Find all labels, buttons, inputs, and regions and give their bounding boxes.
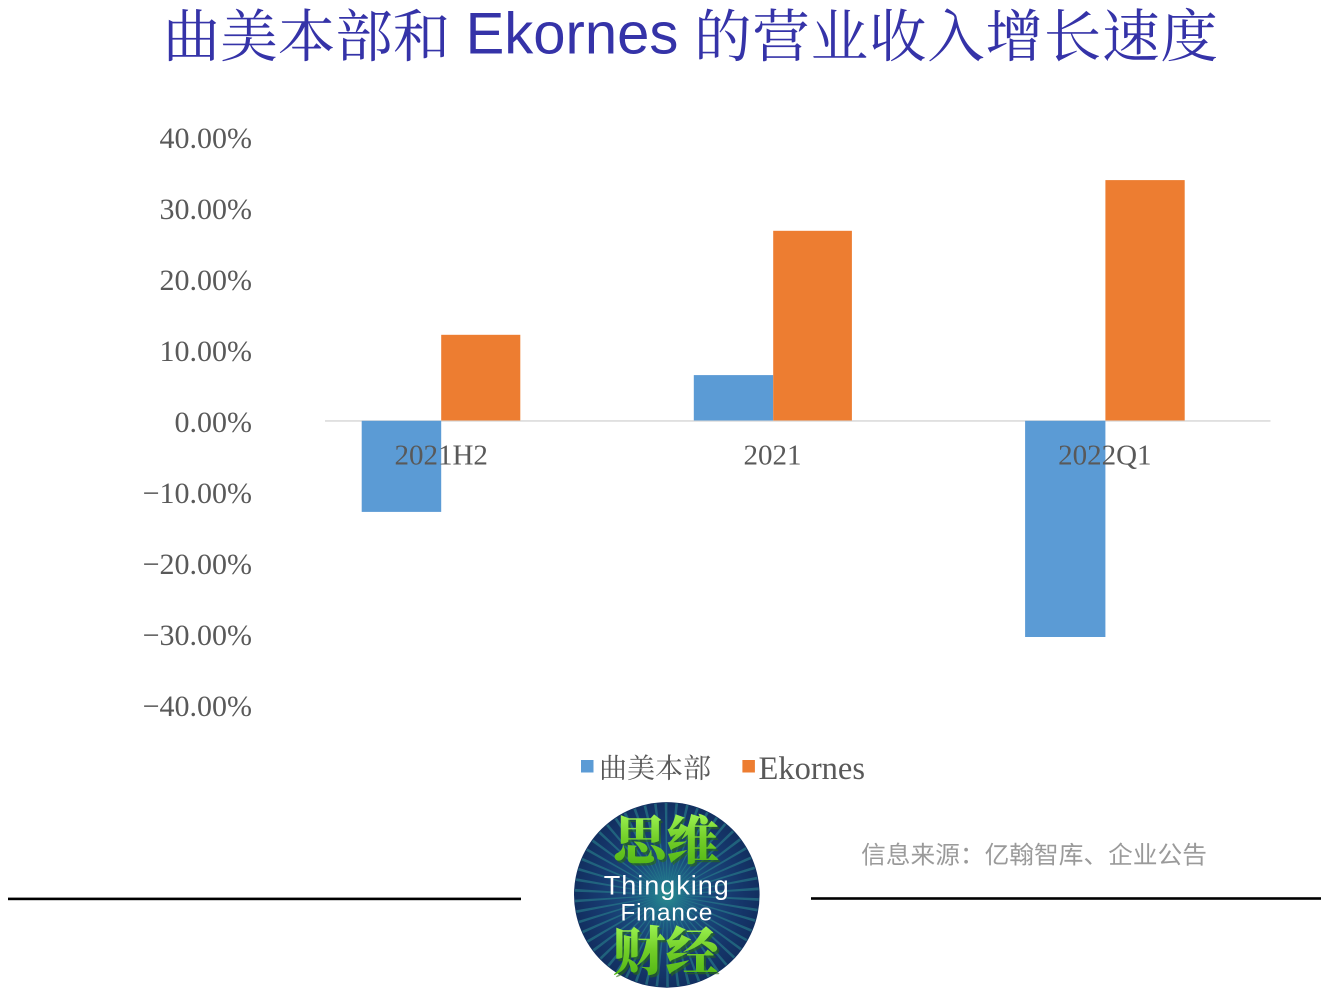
svg-text:2021H2: 2021H2 [394,440,487,472]
svg-text:Thingking: Thingking [604,871,730,901]
svg-text:Ekornes: Ekornes [466,1,679,66]
svg-text:2022Q1: 2022Q1 [1058,440,1151,472]
svg-text:−40.00%: −40.00% [143,690,252,723]
svg-text:Ekornes: Ekornes [759,751,866,787]
svg-text:2021: 2021 [744,440,802,472]
svg-text:−30.00%: −30.00% [143,619,252,652]
svg-text:30.00%: 30.00% [160,193,253,226]
svg-text:Finance: Finance [620,900,713,927]
svg-text:10.00%: 10.00% [160,335,253,368]
svg-text:20.00%: 20.00% [160,264,253,297]
svg-text:40.00%: 40.00% [160,122,253,155]
svg-text:0.00%: 0.00% [175,406,253,439]
svg-text:−20.00%: −20.00% [143,548,252,581]
svg-text:−10.00%: −10.00% [143,477,252,510]
